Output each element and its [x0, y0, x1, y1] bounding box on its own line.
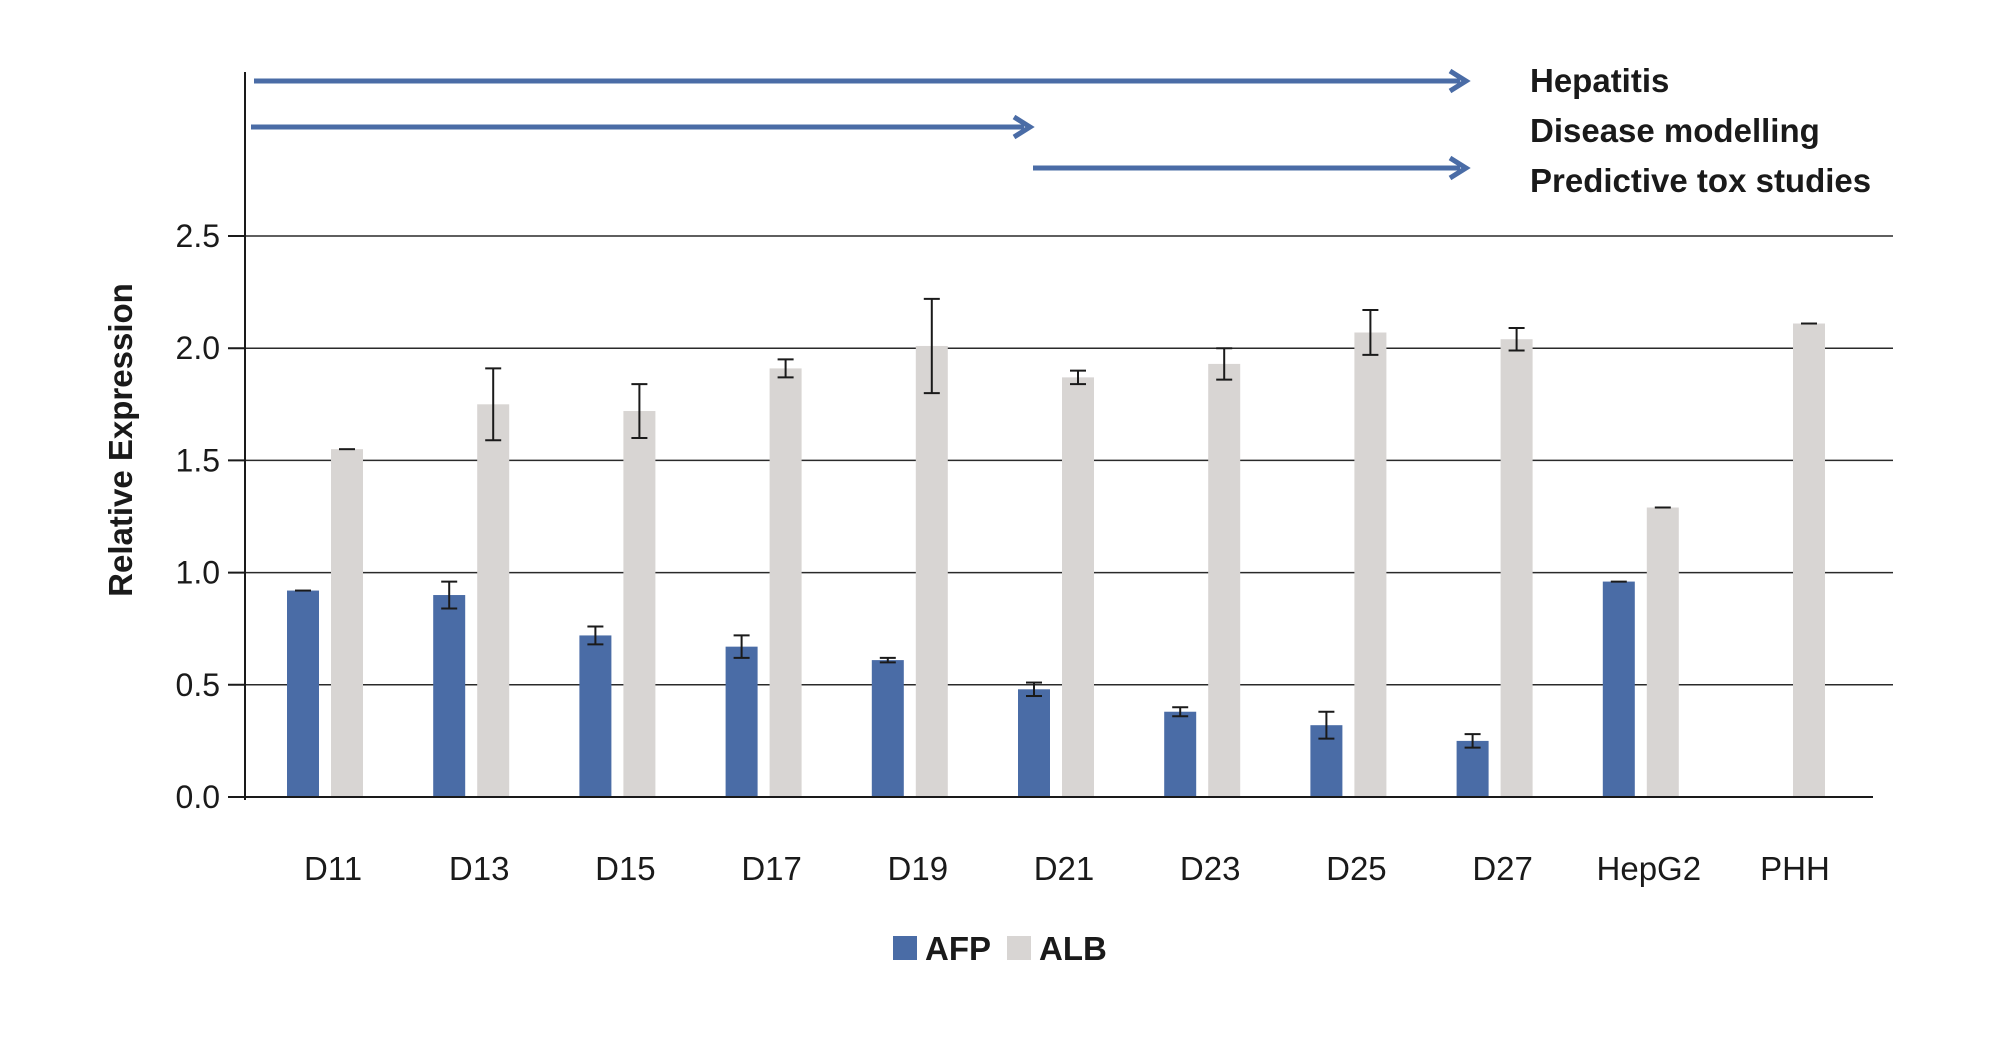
y-tick-label: 1.0	[176, 555, 220, 591]
bar-alb-d21	[1062, 377, 1094, 797]
axes	[228, 72, 1873, 800]
bar-alb-d15	[623, 411, 656, 797]
annotation-label-1: Hepatitis	[1530, 62, 1669, 99]
arrow-head-icon	[1448, 155, 1471, 181]
bar-alb-d19	[915, 345, 948, 797]
bar-afp-d15	[579, 635, 612, 797]
y-tick-label: 2.5	[176, 218, 220, 254]
x-tick-label-d15: D15	[595, 850, 656, 887]
x-tick-label-phh: PHH	[1760, 850, 1830, 887]
bar-alb-hepg2	[1646, 507, 1679, 797]
arrow-head-icon	[1448, 68, 1471, 94]
bar-alb-d23	[1208, 363, 1241, 797]
y-tick-label: 0.5	[176, 667, 220, 703]
y-tick-labels: 0.0 0.5 1.0 1.5 2.0 2.5	[176, 218, 220, 815]
bar-afp-d11	[287, 590, 319, 797]
x-tick-label-d21: D21	[1034, 850, 1095, 887]
legend-label-alb: ALB	[1039, 930, 1107, 967]
bar-afp-d13	[433, 595, 466, 797]
legend-swatch-afp	[893, 936, 917, 960]
legend-label-afp: AFP	[925, 930, 991, 967]
bar-afp-d27	[1456, 740, 1489, 797]
x-tick-label-d27: D27	[1472, 850, 1533, 887]
bars	[287, 297, 1825, 797]
annotations: Hepatitis Disease modelling Predictive tox…	[251, 62, 1871, 199]
x-tick-label-hepg2: HepG2	[1597, 850, 1702, 887]
y-axis-label: Relative Expression	[102, 283, 139, 597]
bar-alb-d13	[477, 404, 510, 797]
x-tick-label-d19: D19	[888, 850, 949, 887]
bar-afp-d17	[725, 646, 758, 797]
bar-afp-hepg2	[1602, 581, 1635, 797]
bar-alb-d11	[331, 449, 363, 797]
bar-alb-d27	[1500, 339, 1533, 797]
x-tick-label-d13: D13	[449, 850, 510, 887]
x-tick-labels: D11 D13 D15 D17 D19 D21 D23 D25 D27 HepG2 PHH	[304, 850, 1830, 887]
annotation-label-3: Predictive tox studies	[1530, 162, 1871, 199]
annotation-label-2: Disease modelling	[1530, 112, 1820, 149]
bar-alb-d25	[1354, 332, 1387, 797]
bar-afp-d19	[871, 660, 904, 797]
arrow-head-icon	[1012, 114, 1035, 140]
y-tick-label: 1.5	[176, 442, 220, 478]
x-tick-label-d17: D17	[741, 850, 802, 887]
bar-alb-d17	[769, 368, 802, 797]
bar-afp-d21	[1018, 689, 1050, 797]
legend: AFP ALB	[893, 930, 1107, 967]
legend-swatch-alb	[1007, 936, 1031, 960]
y-tick-label: 2.0	[176, 330, 220, 366]
x-tick-label-d11: D11	[304, 850, 362, 887]
bar-afp-d23	[1164, 711, 1197, 797]
y-tick-label: 0.0	[176, 779, 220, 815]
bar-alb-phh	[1793, 323, 1825, 797]
x-tick-label-d25: D25	[1326, 850, 1387, 887]
x-tick-label-d23: D23	[1180, 850, 1241, 887]
